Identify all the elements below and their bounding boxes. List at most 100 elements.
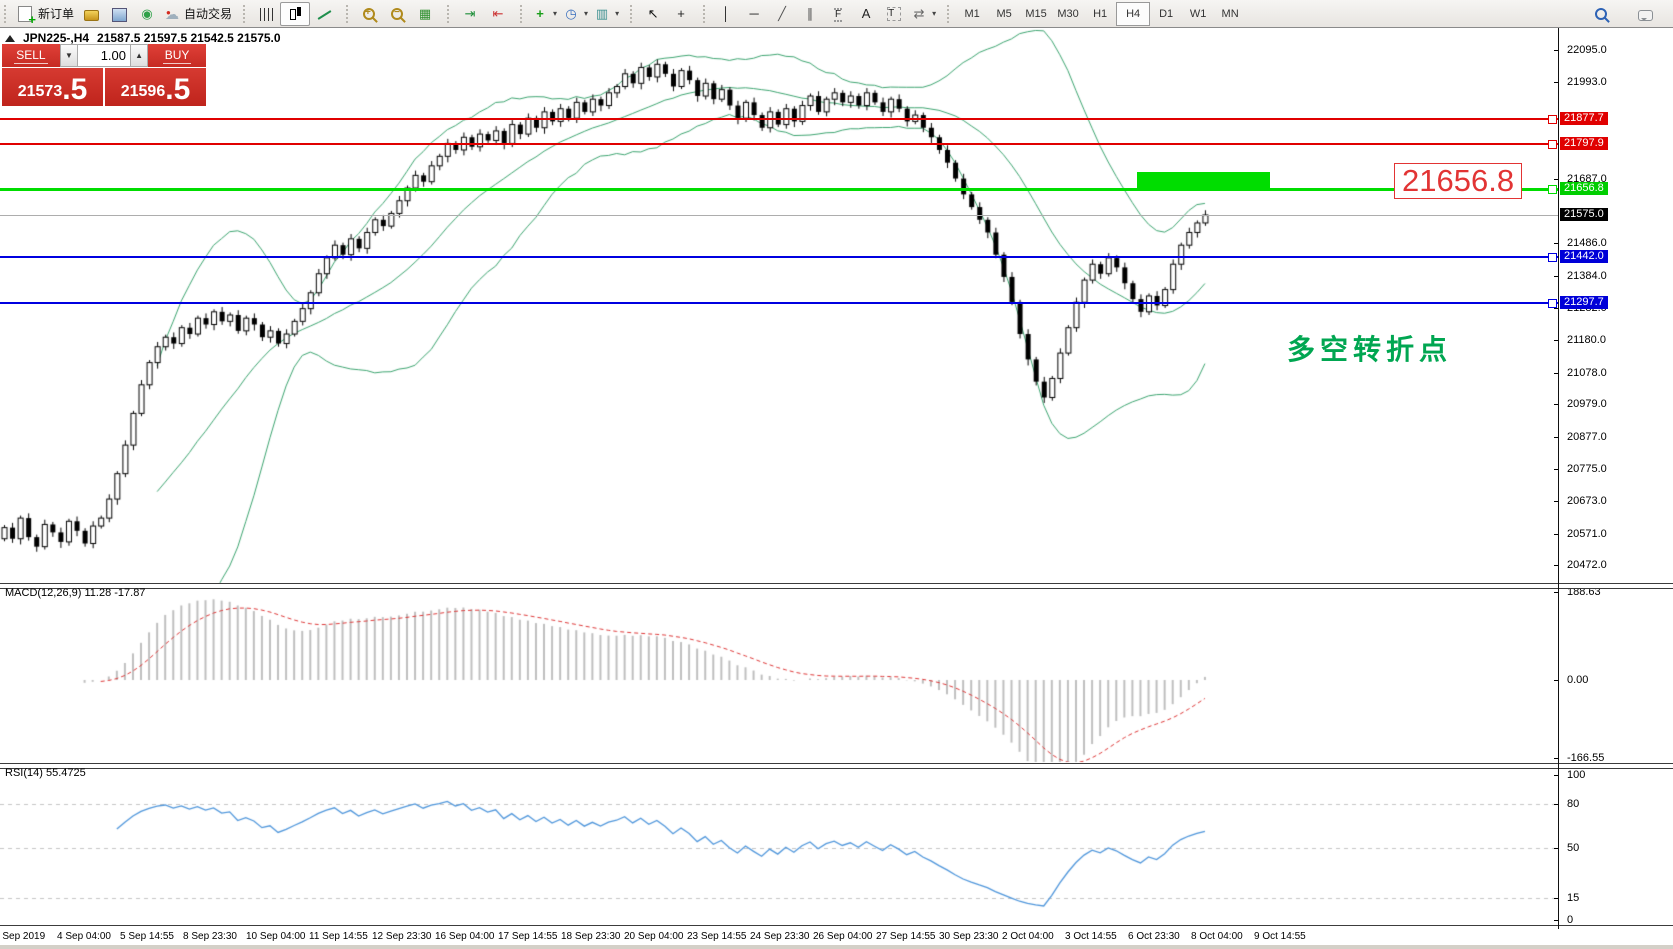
indicators-button[interactable]: + ▾ xyxy=(529,3,560,25)
candle-chart-button[interactable] xyxy=(280,1,311,26)
highlight-rectangle[interactable] xyxy=(1137,172,1270,188)
dropdown-caret-icon: ▾ xyxy=(932,9,937,18)
clock-icon: ◷ xyxy=(565,5,577,21)
timeframe-button-H1[interactable]: H1 xyxy=(1093,7,1108,20)
new-order-button[interactable]: 新订单 xyxy=(13,3,77,27)
rsi-panel-separator[interactable] xyxy=(0,763,1673,769)
hline-object-21297.7[interactable] xyxy=(0,302,1558,304)
auto-scroll-icon: ⇥ xyxy=(464,5,476,21)
cursor-button[interactable]: ↖ xyxy=(639,3,667,25)
line-chart-icon xyxy=(317,7,331,21)
time-tick-label: 24 Sep 23:30 xyxy=(750,931,810,942)
sell-price-box[interactable]: 21573 .5 xyxy=(2,68,103,106)
chevron-down-icon: ▼ xyxy=(64,51,73,60)
crosshair-button[interactable]: + xyxy=(667,3,695,25)
sell-price-int: 21573 xyxy=(17,83,63,100)
price-axis-border xyxy=(1558,27,1559,945)
macd-tick-label: 0.00 xyxy=(1567,674,1589,686)
collapse-panel-icon[interactable] xyxy=(5,34,15,42)
time-tick-label: 30 Sep 23:30 xyxy=(939,931,999,942)
price-axis[interactable]: 22095.021993.021687.021486.021384.021282… xyxy=(1554,27,1673,945)
line-chart-button[interactable] xyxy=(310,3,338,25)
turning-point-annotation[interactable]: 多空转折点 xyxy=(1287,334,1453,365)
auto-scroll-button[interactable]: ⇥ xyxy=(456,3,484,25)
buy-price-box[interactable]: 21596 .5 xyxy=(105,68,206,106)
arrows-button[interactable]: ⇄ ▾ xyxy=(908,3,939,25)
sell-button[interactable]: SELL xyxy=(2,44,60,67)
zoom-in-button[interactable] xyxy=(355,3,383,25)
fibonacci-button[interactable]: F xyxy=(824,3,852,25)
hline-anchor[interactable] xyxy=(1548,114,1557,124)
time-tick-label: 8 Sep 23:30 xyxy=(183,931,237,942)
axis-tick xyxy=(1554,592,1559,593)
bar-chart-button[interactable] xyxy=(252,3,280,25)
time-tick-label: 12 Sep 23:30 xyxy=(372,931,432,942)
hline-anchor[interactable] xyxy=(1548,299,1557,309)
axis-tick xyxy=(1554,82,1559,84)
text-icon: A xyxy=(861,5,871,21)
trendline-button[interactable]: ╱ xyxy=(768,3,796,25)
time-tick-label: 16 Sep 04:00 xyxy=(435,931,495,942)
axis-tick xyxy=(1554,533,1559,535)
price-tick-label: 20673.0 xyxy=(1567,495,1607,508)
volume-down-button[interactable]: ▼ xyxy=(59,44,78,67)
volume-up-button[interactable]: ▲ xyxy=(130,44,149,67)
axis-tick xyxy=(1554,920,1559,921)
rsi-tick-label: 0 xyxy=(1567,914,1574,926)
time-tick-label: 10 Sep 04:00 xyxy=(246,931,306,942)
hline-object-21877.7[interactable] xyxy=(0,118,1558,120)
timeframe-button-MN[interactable]: MN xyxy=(1221,7,1239,20)
zoom-out-button[interactable] xyxy=(383,3,411,25)
chart-canvas[interactable] xyxy=(0,0,1558,949)
templates-button[interactable]: ▥ ▾ xyxy=(591,3,622,25)
periods-button[interactable]: ◷ ▾ xyxy=(560,3,591,25)
price-callout-label[interactable]: 21656.8 xyxy=(1394,163,1523,199)
volume-input[interactable] xyxy=(78,44,130,67)
horizontal-line-button[interactable]: ─ xyxy=(740,3,768,25)
timeframe-button-M5[interactable]: M5 xyxy=(996,7,1012,20)
timeframe-button-D1[interactable]: D1 xyxy=(1159,7,1174,20)
publish-button[interactable] xyxy=(105,3,133,25)
timeframe-button-W1[interactable]: W1 xyxy=(1189,7,1207,20)
timeframe-button-M30[interactable]: M30 xyxy=(1057,7,1079,20)
hline-anchor[interactable] xyxy=(1548,253,1557,263)
time-axis[interactable]: 2 Sep 2019 4 Sep 04:00 5 Sep 14:55 8 Sep 23… xyxy=(0,929,1673,945)
arrows-icon: ⇄ xyxy=(913,5,925,21)
cursor-icon: ↖ xyxy=(647,5,659,21)
label-button[interactable]: T xyxy=(880,3,908,25)
window-bottom-strip xyxy=(0,945,1673,949)
time-tick-label: 5 Sep 14:55 xyxy=(120,931,174,942)
time-tick-label: 3 Oct 14:55 xyxy=(1065,931,1117,942)
hline-anchor[interactable] xyxy=(1548,185,1557,195)
tile-windows-button[interactable]: ▦ xyxy=(411,3,439,25)
timeframe-button-H4[interactable]: H4 xyxy=(1116,1,1151,26)
chevron-up-icon: ▲ xyxy=(135,51,144,60)
chart-shift-button[interactable]: ⇤ xyxy=(484,3,512,25)
vertical-line-button[interactable]: │ xyxy=(712,3,740,25)
channel-button[interactable]: ∥ xyxy=(796,3,824,25)
chart-title: JPN225-,H4 21587.5 21597.5 21542.5 21575… xyxy=(5,31,281,45)
hline-anchor[interactable] xyxy=(1548,140,1557,150)
macd-panel-separator[interactable] xyxy=(0,583,1673,589)
price-badge: 21877.7 xyxy=(1560,111,1608,125)
buy-button[interactable]: BUY xyxy=(148,44,206,67)
axis-tick xyxy=(1554,243,1559,245)
hline-object-21797.9[interactable] xyxy=(0,143,1558,146)
chat-button[interactable] xyxy=(1631,3,1659,25)
price-tick-label: 20571.0 xyxy=(1567,527,1607,540)
hline-object-21442[interactable] xyxy=(0,256,1558,259)
market-button[interactable] xyxy=(77,3,105,25)
timeframe-button-M1[interactable]: M1 xyxy=(964,7,980,20)
autotrading-button[interactable]: ☁ 自动交易 xyxy=(161,3,235,25)
signal-button[interactable]: ◉ xyxy=(133,3,161,25)
zoom-in-icon xyxy=(363,7,376,20)
text-button[interactable]: A xyxy=(852,3,880,25)
axis-tick xyxy=(1554,847,1559,849)
hline-object-21656.8[interactable] xyxy=(0,187,1558,191)
bar-chart-icon xyxy=(259,7,273,21)
search-button[interactable] xyxy=(1587,3,1615,25)
candle-chart-icon xyxy=(288,7,302,21)
timeframe-button-M15[interactable]: M15 xyxy=(1025,7,1047,20)
time-tick-label: 18 Sep 23:30 xyxy=(561,931,621,942)
